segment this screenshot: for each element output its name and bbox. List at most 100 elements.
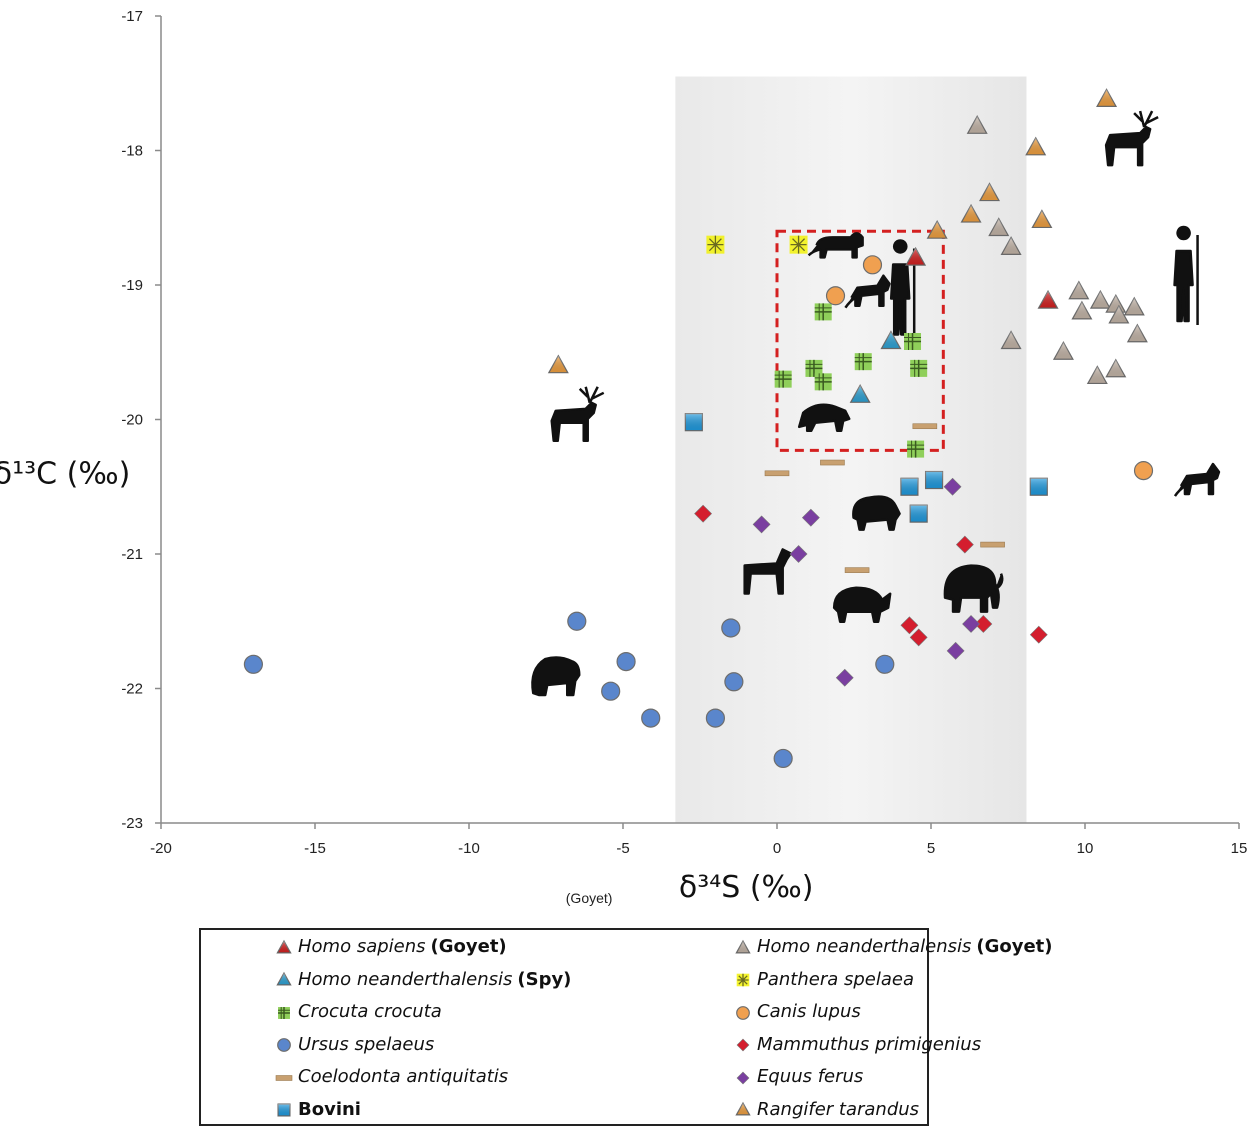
crocuta-point [910,359,928,377]
rhino-icon [832,586,892,624]
legend-label: Equus ferus [757,1066,864,1087]
silhouettes [531,110,1221,697]
bovini-point [909,504,928,523]
mammoth-icon [943,564,1004,613]
crocuta-point [907,440,925,458]
neand_goyet-point [1123,296,1145,316]
neand_goyet-point [1086,365,1108,385]
legend-label: Homo sapiens [298,936,426,957]
neand_goyet-point [1089,289,1111,309]
canis-point [825,286,846,306]
panthera-point [706,235,725,254]
legend-location: (Spy) [517,968,572,990]
series-ursus [243,611,895,769]
x-tick-label: 10 [1077,840,1094,857]
coelodonta-point [764,470,790,477]
legend-item-ursus: Ursus spelaeus [275,1034,434,1055]
neand_goyet-point [1068,280,1090,300]
rangifer-point [926,219,948,239]
rangifer-point [547,354,569,374]
crocuta-point [854,353,872,371]
mammuthus-point [909,628,928,647]
legend-location: (Goyet) [976,936,1053,957]
legend-location: (Goyet) [430,936,507,957]
legend-label: Crocuta crocuta [298,1001,442,1022]
wolf-icon [844,274,891,309]
legend-label: Coelodonta antiquitatis [298,1066,509,1087]
series-rangifer [547,88,1118,374]
legend-marker [735,939,751,953]
equus-point [752,515,771,534]
legend-marker-icon [736,973,750,987]
neand_goyet-point [1000,236,1022,255]
legend-label: Rangifer tarandus [757,1098,920,1120]
legend-item-rangifer: Rangifer tarandus [734,1099,919,1120]
equus-point [943,477,962,496]
human-icon [889,239,916,339]
scatter-chart: -20 -15 -10 -5 0 5 10 15 -23 -22 -21 -20 -19 -18 -17 δ… [0,8,1247,906]
legend-label: Mammuthus primigenius [757,1033,982,1055]
x-tick-label: -20 [150,840,172,857]
ursus-point [616,651,636,672]
legend-item-equus: Equus ferus [734,1066,863,1087]
shaded-region [675,76,1027,823]
legend-marker [276,939,292,953]
legend-item-homo_sapiens: Homo sapiens (Goyet) [275,936,507,957]
neand_spy-point [880,330,902,350]
legend-item-coelodonta: Coelodonta antiquitatis [275,1066,508,1087]
legend-marker [277,1038,291,1052]
horse-icon [743,548,792,595]
homo_sapiens-point [1037,289,1059,309]
neand_spy-point [849,384,871,403]
series-coelodonta [764,423,1005,573]
axes: -20 -15 -10 -5 0 5 10 15 -23 -22 -21 -20 -19 -18 -17 [121,8,1247,857]
neand_goyet-point [1105,293,1127,313]
equus-point [789,545,808,563]
coelodonta-point [820,459,845,466]
rangifer-point [1096,88,1118,107]
crocuta-point [904,332,922,350]
legend-label: Panthera spelaea [757,968,914,990]
mammuthus-point [694,504,713,523]
y-tick-label: -20 [121,412,143,429]
series-homo_sapiens [905,246,1059,309]
neand_goyet-point [1000,330,1022,350]
crocuta-point [774,370,792,388]
legend-marker-icon [735,939,751,953]
data-points [243,88,1154,769]
legend-item-panthera: Panthera spelaea [734,969,914,990]
legend-marker [735,1101,751,1116]
neand_goyet-point [966,115,988,134]
legend-label: Homo neanderthalensis [298,968,513,990]
panthera-point [789,235,808,254]
neand_goyet-point [1126,323,1148,343]
legend-marker [736,1071,750,1084]
y-tick-label: -19 [121,277,143,294]
highlight-box [775,229,945,452]
labels: δ³⁴S (‰) δ¹³C (‰) (Goyet) [0,456,814,906]
series-canis [825,255,1154,481]
coelodonta-point [980,541,1005,548]
coelodonta-point [912,423,938,430]
series-equus [752,477,980,687]
ursus-point [875,654,895,674]
legend-marker [275,1074,293,1081]
legend-marker-icon [277,1038,291,1052]
series-mammuthus [694,504,1048,647]
legend-marker-icon [735,1101,751,1116]
equus-point [835,668,854,687]
bovini-point [900,477,919,496]
x-tick-label: 0 [773,840,781,857]
background-layer [675,76,1027,823]
series-bovini [684,413,1048,523]
legend-marker [276,971,292,986]
legend-marker [736,973,750,987]
canis-point [862,255,883,275]
neand_goyet-point [988,217,1010,237]
neand_goyet-point [1105,358,1127,378]
neand_goyet-point [1108,304,1130,324]
crocuta-point [814,373,832,391]
mammuthus-point [955,535,974,554]
legend-item-mammuthus: Mammuthus primigenius [734,1034,981,1055]
series-panthera [706,235,808,254]
